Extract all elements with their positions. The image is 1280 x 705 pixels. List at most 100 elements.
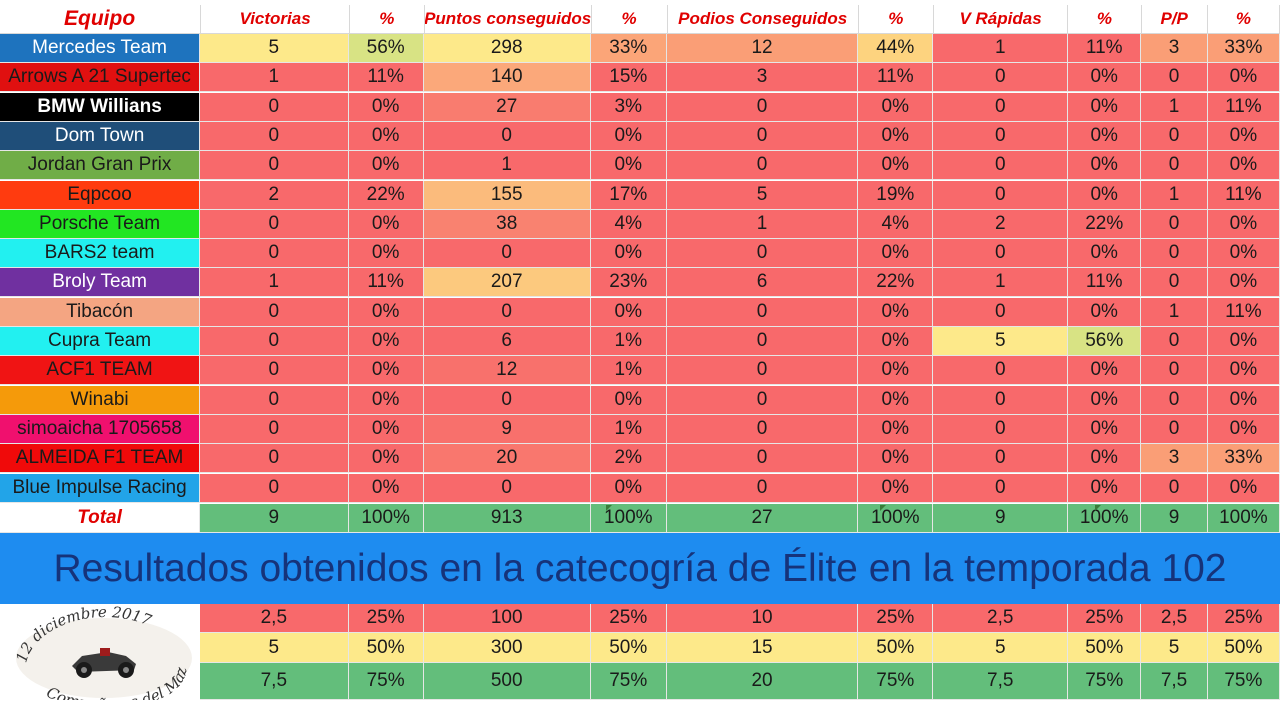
stat-cell: 11% — [348, 63, 424, 93]
logo-spacer — [0, 663, 200, 700]
stat-cell: 3 — [1141, 34, 1208, 63]
total-cell: 100% — [858, 504, 934, 533]
stat-cell: 0% — [858, 151, 934, 181]
column-header: Equipo — [0, 5, 202, 34]
stat-cell: 0 — [1141, 327, 1208, 357]
stat-cell: 0 — [200, 121, 349, 151]
column-header: P/P — [1141, 5, 1208, 34]
stat-cell: 0% — [858, 415, 934, 445]
table-row: Dom Town 0 0% 0 0% 0 0% 0 0% 0 0% — [0, 121, 1280, 151]
stat-cell: 0 — [666, 327, 859, 357]
stat-cell: 0% — [1207, 151, 1280, 181]
stat-cell: 0% — [858, 92, 934, 122]
threshold-cell: 100 — [423, 604, 591, 633]
stat-cell: 11% — [348, 268, 424, 298]
stat-cell: 0% — [348, 209, 424, 239]
stat-cell: 3 — [666, 63, 859, 93]
stat-cell: 11% — [1068, 268, 1142, 298]
stat-cell: 0% — [348, 327, 424, 357]
table-row: Mercedes Team 5 56% 298 33% 12 44% 1 11% 3 33% — [0, 34, 1280, 63]
stat-cell: 0 — [933, 92, 1069, 122]
column-header: V Rápidas — [933, 5, 1069, 34]
table-header-row: Equipo Victorias% Puntos conseguidos% Podio… — [0, 5, 1280, 34]
team-name: Arrows A 21 Supertec — [0, 63, 201, 93]
stat-cell: 4% — [858, 209, 934, 239]
stat-cell: 56% — [348, 34, 424, 63]
stat-cell: 2% — [590, 444, 667, 474]
threshold-cell: 50% — [1207, 633, 1280, 663]
table-row: simoaicha 1705658 0 0% 9 1% 0 0% 0 0% 0 0% — [0, 415, 1280, 445]
team-name: Mercedes Team — [0, 34, 201, 63]
stat-cell: 22% — [348, 180, 424, 210]
stat-cell: 11% — [1207, 92, 1280, 122]
stat-cell: 0% — [1068, 180, 1142, 210]
stat-cell: 38 — [423, 209, 591, 239]
stat-cell: 2 — [933, 209, 1069, 239]
table-row: ALMEIDA F1 TEAM 0 0% 20 2% 0 0% 0 0% 3 33% — [0, 444, 1280, 474]
threshold-cell: 2,5 — [933, 604, 1069, 633]
stat-cell: 0 — [423, 121, 591, 151]
season-banner: Resultados obtenidos en la catecogría de… — [0, 533, 1280, 604]
threshold-cell: 500 — [423, 663, 591, 700]
stat-cell: 0% — [1068, 63, 1142, 93]
stat-cell: 0% — [1068, 297, 1142, 327]
stat-cell: 0% — [1207, 415, 1280, 445]
stat-cell: 0% — [1207, 473, 1280, 503]
stat-cell: 0% — [1207, 385, 1280, 415]
threshold-cell: 300 — [423, 633, 591, 663]
stat-cell: 0% — [590, 121, 667, 151]
threshold-cell: 2,5 — [1141, 604, 1208, 633]
total-cell: 913 — [423, 504, 591, 533]
stat-cell: 56% — [1068, 327, 1142, 357]
stat-cell: 0 — [1141, 473, 1208, 503]
team-name: Broly Team — [0, 268, 201, 298]
stat-cell: 0% — [590, 239, 667, 269]
stat-cell: 0% — [1207, 209, 1280, 239]
stat-cell: 0% — [1207, 63, 1280, 93]
team-name: Winabi — [0, 385, 201, 415]
stat-cell: 1% — [590, 356, 667, 386]
stat-cell: 9 — [423, 415, 591, 445]
stat-cell: 140 — [423, 63, 591, 93]
stat-cell: 11% — [1068, 34, 1142, 63]
column-header: Victorias — [201, 5, 350, 34]
team-name: Blue Impulse Racing — [0, 473, 201, 503]
total-cell: 100% — [1207, 504, 1280, 533]
stat-cell: 0 — [1141, 415, 1208, 445]
threshold-cell: 50% — [858, 633, 934, 663]
threshold-cell: 5 — [933, 633, 1069, 663]
stat-cell: 0% — [348, 239, 424, 269]
stat-cell: 17% — [590, 180, 667, 210]
column-header: % — [591, 5, 668, 34]
threshold-cell: 10 — [666, 604, 859, 633]
team-name: Cupra Team — [0, 327, 201, 357]
logo-spacer — [0, 633, 200, 663]
stat-cell: 0 — [200, 209, 349, 239]
stat-cell: 0 — [666, 151, 859, 181]
team-name: ACF1 TEAM — [0, 356, 201, 386]
table-row: Tibacón 0 0% 0 0% 0 0% 0 0% 1 11% — [0, 297, 1280, 327]
comment-marker-icon — [606, 505, 612, 511]
stat-cell: 0 — [423, 473, 591, 503]
table-row: BARS2 team 0 0% 0 0% 0 0% 0 0% 0 0% — [0, 239, 1280, 269]
stat-cell: 0% — [590, 151, 667, 181]
total-cell: 9 — [1141, 504, 1208, 533]
stat-cell: 0% — [1068, 92, 1142, 122]
stat-cell: 0% — [348, 444, 424, 474]
column-header: % — [1068, 5, 1142, 34]
threshold-cell: 7,5 — [1141, 663, 1208, 700]
stat-cell: 0 — [1141, 385, 1208, 415]
team-name: BMW Willians — [0, 92, 201, 122]
stat-cell: 0% — [348, 297, 424, 327]
stat-cell: 0 — [423, 385, 591, 415]
stat-cell: 33% — [1207, 444, 1280, 474]
stat-cell: 0 — [666, 121, 859, 151]
stat-cell: 0% — [1068, 356, 1142, 386]
stat-cell: 0% — [1068, 385, 1142, 415]
stat-cell: 0% — [858, 356, 934, 386]
season-logo: 12 diciembre 2017 Compañeros del Mazo — [3, 592, 200, 705]
stat-cell: 0% — [348, 151, 424, 181]
team-name: Dom Town — [0, 121, 201, 151]
stat-cell: 155 — [423, 180, 591, 210]
stat-cell: 298 — [423, 34, 591, 63]
